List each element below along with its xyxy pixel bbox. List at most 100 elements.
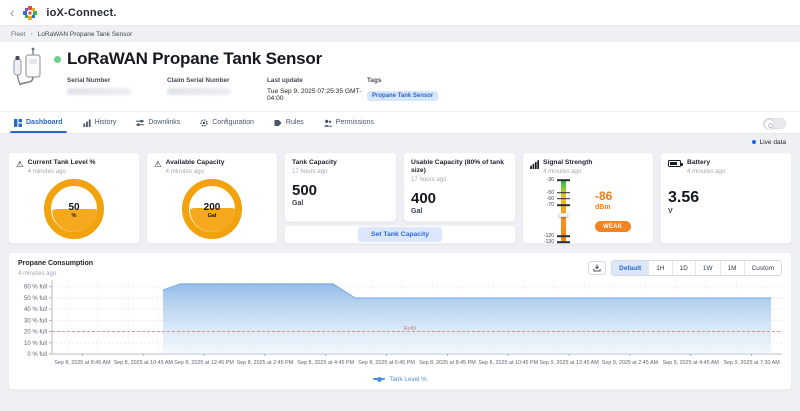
card-signal-strength: Signal Strength 4 minutes ago -30 -50 -60-… <box>522 152 654 245</box>
svg-text:10 % full: 10 % full <box>24 340 47 346</box>
signal-tick-label: -30 <box>546 177 554 184</box>
back-chevron-icon[interactable]: ‹ <box>10 5 15 20</box>
chart-plot: 0 % full 10 % full 20 % full 30 % full 40 % … <box>18 279 782 375</box>
tab-bar: Dashboard History Downlinks Configuration Ru… <box>0 111 800 134</box>
svg-text:Sep 9, 2025 at 2:45 AM: Sep 9, 2025 at 2:45 AM <box>602 360 659 366</box>
gauge-value: 200 <box>203 202 221 214</box>
device-header: LoRaWAN Propane Tank Sensor Serial Numbe… <box>0 42 800 111</box>
device-meta-fields: Serial Number Claim Serial Number Last upd… <box>67 77 789 102</box>
card-available-capacity: ⚠ Available Capacity 4 minutes ago 200 G… <box>146 152 278 244</box>
chart-updated: 4 minutes ago <box>18 269 57 277</box>
gauge-value: 50 <box>68 202 80 214</box>
redacted-value <box>167 88 231 95</box>
chart-legend[interactable]: Tank Level % <box>18 376 782 385</box>
tab-downlinks[interactable]: Downlinks <box>126 112 190 133</box>
svg-text:60 % full: 60 % full <box>24 284 47 290</box>
svg-text:Sep 8, 2025 at 6:45 PM: Sep 8, 2025 at 6:45 PM <box>358 360 415 366</box>
svg-text:Sep 8, 2025 at 8:45 AM: Sep 8, 2025 at 8:45 AM <box>54 360 111 366</box>
svg-text:40 % full: 40 % full <box>24 307 47 313</box>
configuration-icon <box>200 118 208 127</box>
signal-tick <box>557 241 570 243</box>
tag-badge[interactable]: Propane Tank Sensor <box>367 91 439 101</box>
breadcrumb-item[interactable]: Fleet <box>11 30 26 38</box>
meta-field-label: Last update <box>267 77 303 84</box>
signal-tick-label: -120 <box>543 233 554 239</box>
usable-capacity-unit: Gal <box>411 207 423 215</box>
usable-capacity-value: 400 <box>411 189 437 207</box>
range-button-custom[interactable]: Custom <box>743 261 781 275</box>
toggle-knob <box>765 119 774 129</box>
online-status-dot <box>54 55 61 63</box>
svg-text:Sep 9, 2025 at 7:30 AM: Sep 9, 2025 at 7:30 AM <box>723 360 780 366</box>
meta-field: Serial Number <box>67 77 167 102</box>
card-updated: 4 minutes ago <box>687 168 726 176</box>
legend-label: Tank Level % <box>389 375 427 383</box>
signal-status-badge: WEAK <box>595 221 631 233</box>
tab-label: Dashboard <box>26 119 63 126</box>
panel-toggle[interactable] <box>763 118 786 129</box>
download-chart-button[interactable] <box>588 261 607 275</box>
set-tank-capacity-button[interactable]: Set Tank Capacity <box>357 226 443 242</box>
tab-configuration[interactable]: Configuration <box>190 112 264 133</box>
battery-value: 3.56 <box>668 189 700 207</box>
signal-tick <box>557 191 570 194</box>
svg-text:30 % full: 30 % full <box>24 318 47 324</box>
warning-icon: ⚠ <box>16 159 24 169</box>
capacity-card-group: Tank Capacity 17 hours ago 500 Gal Usabl… <box>284 152 516 244</box>
card-updated: 4 minutes ago <box>165 168 204 176</box>
battery-unit: V <box>668 208 673 216</box>
tab-history[interactable]: History <box>73 112 127 133</box>
tab-label: Configuration <box>212 119 254 126</box>
svg-text:20 % full: 20 % full <box>24 329 47 335</box>
top-bar: ‹ ioX-Connect. <box>0 0 800 26</box>
tab-label: Permissions <box>335 119 374 126</box>
svg-text:Sep 8, 2025 at 2:45 PM: Sep 8, 2025 at 2:45 PM <box>237 360 294 366</box>
meta-field-value: Tue Sep 9, 2025 07:25:35 GMT-04:00 <box>267 88 362 102</box>
live-data-indicator: Live data <box>0 134 800 150</box>
svg-text:Sep 8, 2025 at 10:45 PM: Sep 8, 2025 at 10:45 PM <box>478 360 538 366</box>
signal-tick <box>557 235 570 237</box>
breadcrumb-separator: › <box>30 30 33 38</box>
signal-gauge: -30 -50 -60 -70 -120 -130 <box>532 177 584 245</box>
signal-tick <box>557 198 570 200</box>
page-title: LoRaWAN Propane Tank Sensor <box>67 49 322 68</box>
range-button-default[interactable]: Default <box>612 261 649 275</box>
range-button-1m[interactable]: 1M <box>719 261 744 275</box>
range-button-1d[interactable]: 1D <box>671 261 695 275</box>
gauge-unit: Gal <box>207 213 217 220</box>
tab-label: History <box>94 119 117 126</box>
card-updated: 4 minutes ago <box>543 168 582 176</box>
live-dot-icon <box>751 140 756 144</box>
meta-field: Last update Tue Sep 9, 2025 07:25:35 GMT-… <box>267 77 367 102</box>
breadcrumb-item[interactable]: LoRaWAN Propane Tank Sensor <box>37 30 133 38</box>
tank-capacity-value: 500 <box>292 182 318 200</box>
tab-label: Rules <box>285 119 304 126</box>
range-button-1h[interactable]: 1H <box>648 261 672 275</box>
rules-icon <box>274 119 282 126</box>
signal-gauge-track <box>561 180 566 243</box>
signal-tick-label: -70 <box>546 202 554 208</box>
svg-text:Sep 8, 2025 at 8:45 PM: Sep 8, 2025 at 8:45 PM <box>419 360 476 366</box>
svg-text:Sep 8, 2025 at 10:45 AM: Sep 8, 2025 at 10:45 AM <box>114 360 174 366</box>
tab-rules[interactable]: Rules <box>264 112 314 133</box>
card-title: Usable Capacity (80% of tank size) <box>411 159 504 174</box>
signal-bars-icon <box>530 160 539 169</box>
warning-icon: ⚠ <box>154 159 162 169</box>
svg-text:Sep 9, 2025 at 4:45 AM: Sep 9, 2025 at 4:45 AM <box>663 360 720 366</box>
signal-unit: dBm <box>595 204 611 212</box>
card-updated: 17 hours ago <box>292 168 328 176</box>
card-title: Battery <box>687 159 711 166</box>
live-data-label: Live data <box>759 138 786 146</box>
range-button-1w[interactable]: 1W <box>694 261 720 275</box>
history-icon <box>82 118 91 127</box>
dashboard-icon <box>14 118 22 127</box>
card-current-tank-level: ⚠ Current Tank Level % 4 minutes ago 50 … <box>8 152 140 244</box>
card-tank-capacity: Tank Capacity 17 hours ago 500 Gal <box>284 152 397 222</box>
tab-permissions[interactable]: Permissions <box>314 112 384 133</box>
gauge-fill <box>51 209 97 232</box>
card-title: Tank Capacity <box>292 159 337 166</box>
tab-dashboard[interactable]: Dashboard <box>4 112 73 133</box>
battery-icon <box>668 160 683 167</box>
svg-text:Sep 8, 2025 at 12:45 PM: Sep 8, 2025 at 12:45 PM <box>174 360 234 366</box>
tank-level-gauge: 50 % <box>44 179 104 240</box>
